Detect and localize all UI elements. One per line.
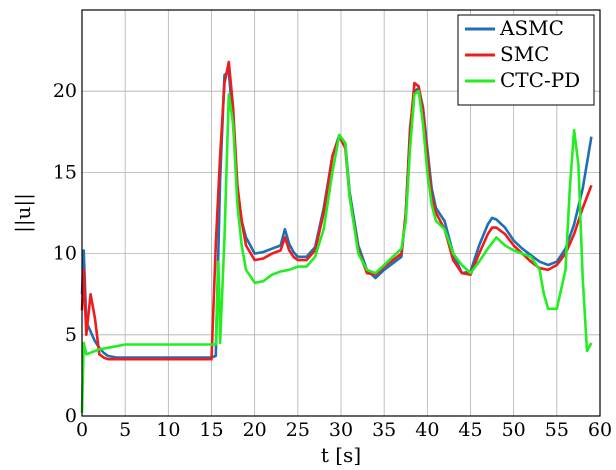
- y-tick-label: 5: [65, 324, 77, 346]
- y-tick-label: 10: [53, 243, 77, 265]
- x-tick-label: 45: [458, 419, 482, 441]
- x-tick-labels: 0 5 10 15 20 25 30 35 40 45 50 55 60: [76, 419, 612, 441]
- y-axis-label: ||u||: [11, 193, 36, 233]
- x-tick-label: 10: [156, 419, 180, 441]
- x-tick-label: 25: [286, 419, 310, 441]
- series-line-asmc: [80, 70, 593, 359]
- legend-label: SMC: [500, 42, 549, 66]
- series-lines: [80, 60, 593, 413]
- x-tick-label: 20: [243, 419, 267, 441]
- x-tick-label: 15: [199, 419, 223, 441]
- x-tick-label: 55: [545, 419, 569, 441]
- x-tick-label: 40: [415, 419, 439, 441]
- x-tick-label: 30: [329, 419, 353, 441]
- y-tick-label: 0: [65, 405, 77, 427]
- x-tick-label: 5: [119, 419, 131, 441]
- y-tick-labels: 0 5 10 15 20: [53, 80, 77, 427]
- legend-label: ASMC: [499, 16, 564, 40]
- series-line-ctc-pd: [80, 89, 593, 413]
- x-tick-label: 0: [76, 419, 88, 441]
- y-tick-label: 20: [53, 80, 77, 102]
- legend-label: CTC-PD: [500, 68, 580, 92]
- x-tick-label: 50: [502, 419, 526, 441]
- x-tick-label: 60: [588, 419, 612, 441]
- x-axis-label: t [s]: [321, 443, 361, 467]
- series-line-smc: [80, 60, 593, 361]
- x-tick-label: 35: [372, 419, 396, 441]
- y-tick-label: 15: [53, 161, 77, 183]
- plot-frame: [81, 9, 601, 417]
